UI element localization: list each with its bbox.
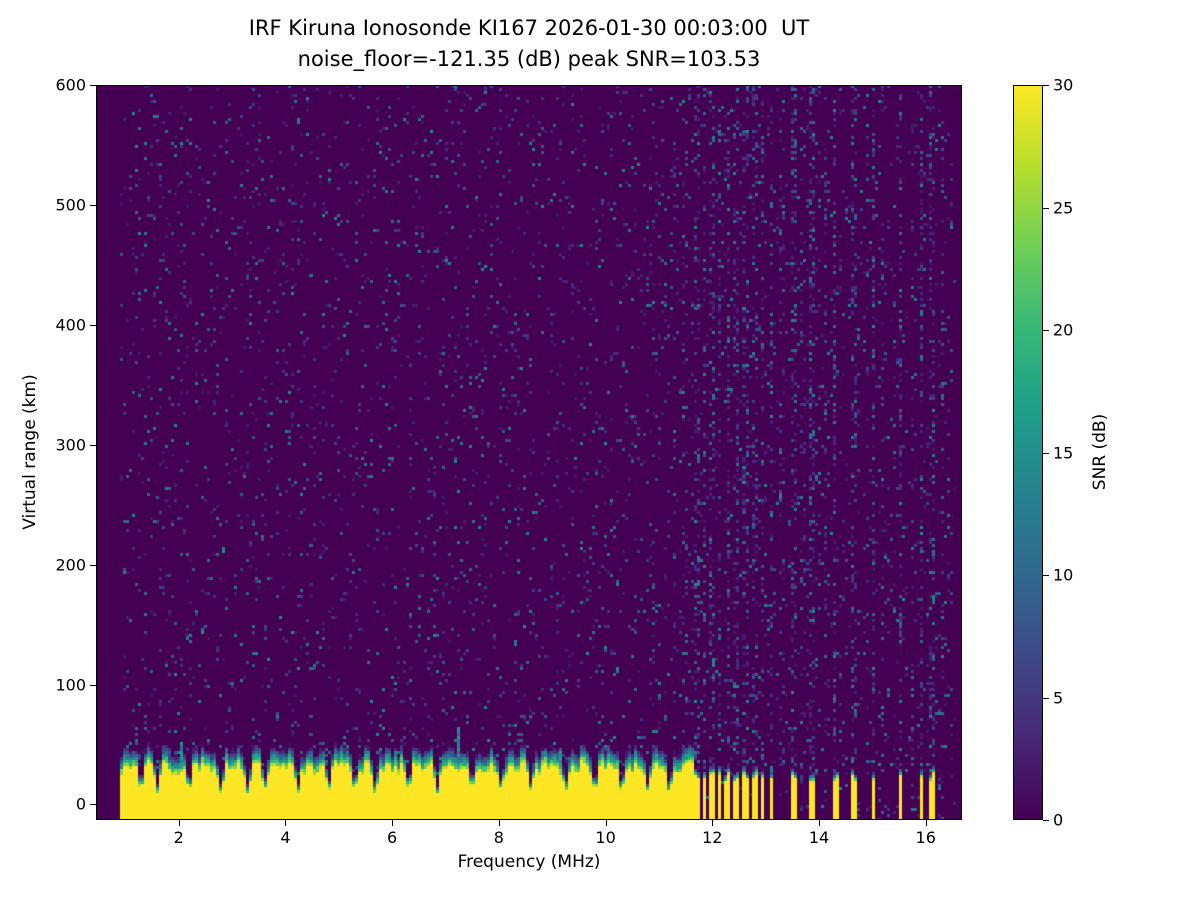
colorbar-tick-mark (1043, 697, 1049, 699)
y-tick-label: 100 (55, 675, 86, 694)
x-tick-mark (392, 820, 394, 826)
colorbar-tick-mark (1043, 330, 1049, 331)
chart-title: IRF Kiruna Ionosonde KI167 2026-01-30 00… (248, 16, 810, 40)
x-tick-mark (178, 820, 180, 826)
x-tick-label: 2 (173, 828, 184, 847)
colorbar-tick-mark (1043, 85, 1049, 86)
y-tick-label: 0 (75, 794, 86, 814)
y-tick-mark (90, 684, 96, 686)
x-tick-mark (925, 820, 927, 826)
x-axis-label: Frequency (MHz) (457, 852, 601, 872)
colorbar-tick-mark (1043, 575, 1049, 576)
y-tick-mark (90, 804, 96, 806)
y-tick-label: 300 (55, 435, 86, 455)
colorbar-tick-label: 30 (1053, 75, 1074, 95)
y-tick-mark (90, 444, 96, 446)
x-tick-label: 16 (915, 828, 936, 847)
colorbar-tick-label: 20 (1053, 320, 1074, 340)
colorbar-tick-label: 15 (1053, 443, 1074, 462)
colorbar-tick-label: 25 (1053, 198, 1074, 217)
x-tick-label: 10 (595, 828, 616, 847)
x-tick-label: 6 (387, 828, 398, 847)
y-tick-mark (90, 564, 96, 566)
y-tick-mark (90, 204, 96, 206)
x-tick-label: 14 (808, 828, 830, 847)
colorbar-tick-mark (1043, 207, 1049, 209)
colorbar-tick-mark (1043, 452, 1049, 454)
x-tick-mark (605, 820, 607, 826)
x-tick-mark (285, 820, 287, 826)
y-tick-label: 600 (55, 75, 86, 95)
y-tick-label: 200 (55, 555, 86, 575)
x-tick-mark (712, 820, 714, 826)
heatmap-canvas (96, 85, 962, 820)
x-tick-label: 4 (280, 828, 291, 847)
x-tick-label: 12 (702, 828, 723, 847)
x-tick-label: 8 (493, 828, 504, 847)
x-tick-mark (819, 820, 820, 826)
y-tick-label: 500 (55, 195, 86, 215)
colorbar-tick-label: 5 (1053, 688, 1064, 707)
colorbar-tick-label: 0 (1053, 810, 1064, 830)
x-tick-mark (498, 820, 500, 826)
y-tick-mark (90, 324, 96, 326)
y-tick-label: 400 (55, 315, 86, 335)
chart-subtitle: noise_floor=-121.35 (dB) peak SNR=103.53 (297, 47, 761, 71)
colorbar (1013, 85, 1043, 820)
y-tick-mark (90, 85, 96, 86)
colorbar-tick-label: 10 (1053, 565, 1074, 585)
colorbar-tick-mark (1043, 820, 1049, 821)
colorbar-label: SNR (dB) (1090, 413, 1110, 491)
